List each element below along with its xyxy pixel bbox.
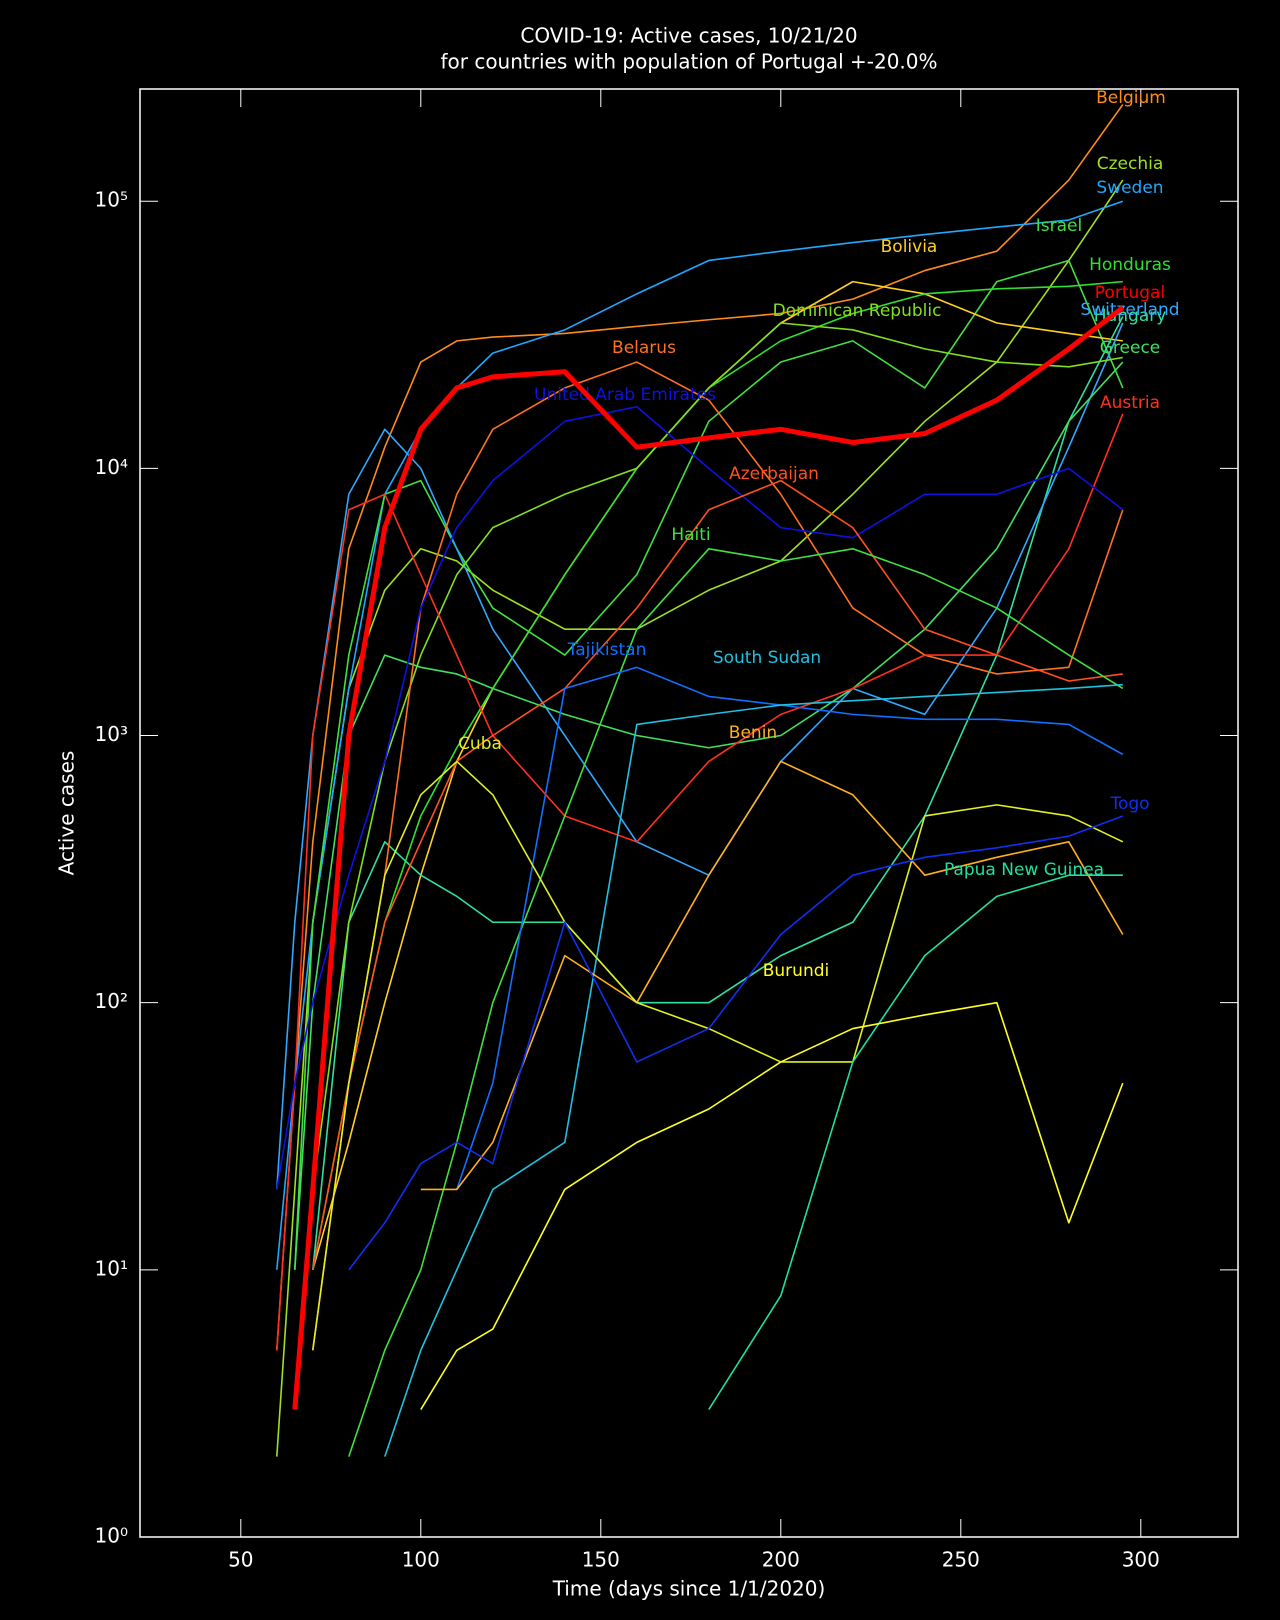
series-line: [276, 104, 1124, 1351]
legend-label: Austria: [1100, 393, 1160, 413]
x-tick-label: 50: [228, 1548, 253, 1572]
x-tick-label: 200: [762, 1548, 800, 1572]
series-line: [312, 361, 1124, 1351]
y-tick-label: 10²: [95, 989, 128, 1013]
x-tick-label: 150: [582, 1548, 620, 1572]
series-line: [276, 179, 1124, 1457]
legend-label: Cuba: [458, 734, 502, 754]
series-line: [312, 280, 1123, 1270]
legend-label: Bolivia: [881, 237, 938, 257]
series-line: [276, 200, 1124, 1270]
series-line: [708, 874, 1123, 1410]
series-line: [276, 413, 1124, 1351]
legend-label: Hungary: [1094, 306, 1167, 326]
series-line: [312, 760, 1124, 1351]
y-tick-label: 10⁴: [95, 455, 128, 479]
legend-label: Benin: [729, 723, 777, 743]
legend-label: Belarus: [612, 338, 676, 358]
plot-frame: [139, 88, 1239, 1538]
legend-label: Burundi: [763, 961, 830, 981]
series-line: [294, 361, 1124, 1270]
legend-label: Belgium: [1096, 88, 1166, 108]
series-line: [312, 479, 1123, 1270]
legend-label: South Sudan: [713, 648, 821, 668]
x-tick-label: 250: [942, 1548, 980, 1572]
legend-label: Israel: [1036, 216, 1082, 236]
series-line: [348, 815, 1124, 1271]
y-tick-label: 10¹: [95, 1256, 128, 1280]
legend-label: Dominican Republic: [773, 301, 942, 321]
y-tick-label: 10⁰: [95, 1524, 128, 1548]
series-line: [294, 259, 1124, 1270]
series-line: [312, 322, 1123, 1190]
legend-label: Honduras: [1089, 255, 1171, 275]
legend-label: Portugal: [1095, 283, 1165, 303]
y-axis-label: Active cases: [55, 751, 79, 876]
series-line: [420, 760, 1124, 1191]
legend-label: Sweden: [1096, 178, 1163, 198]
y-tick-label: 10³: [95, 722, 128, 746]
series-line: [384, 683, 1123, 1457]
series-line: [312, 316, 1124, 1270]
legend-label: Switzerland: [1080, 300, 1179, 320]
chart-title: COVID-19: Active cases, 10/21/20: [520, 24, 857, 48]
series-line: [276, 322, 1124, 1190]
x-tick-label: 300: [1122, 1548, 1160, 1572]
legend-label: Greece: [1100, 338, 1161, 358]
legend-label: Czechia: [1097, 154, 1164, 174]
series-line: [292, 305, 1125, 1410]
series-line: [456, 666, 1124, 1190]
series-line: [420, 1001, 1124, 1410]
series-line: [312, 280, 1123, 1271]
series-line: [348, 547, 1124, 1457]
x-tick-label: 100: [402, 1548, 440, 1572]
legend-label: Togo: [1109, 794, 1149, 814]
legend-label: Papua New Guinea: [944, 860, 1104, 880]
legend-label: Haiti: [671, 525, 710, 545]
legend-label: Azerbaijan: [729, 464, 819, 484]
legend-label: Tajikistan: [567, 640, 647, 660]
chart-subtitle: for countries with population of Portuga…: [440, 50, 937, 74]
x-axis-label: Time (days since 1/1/2020): [552, 1577, 826, 1601]
y-tick-label: 10⁵: [95, 188, 128, 212]
legend-label: United Arab Emirates: [534, 385, 716, 405]
